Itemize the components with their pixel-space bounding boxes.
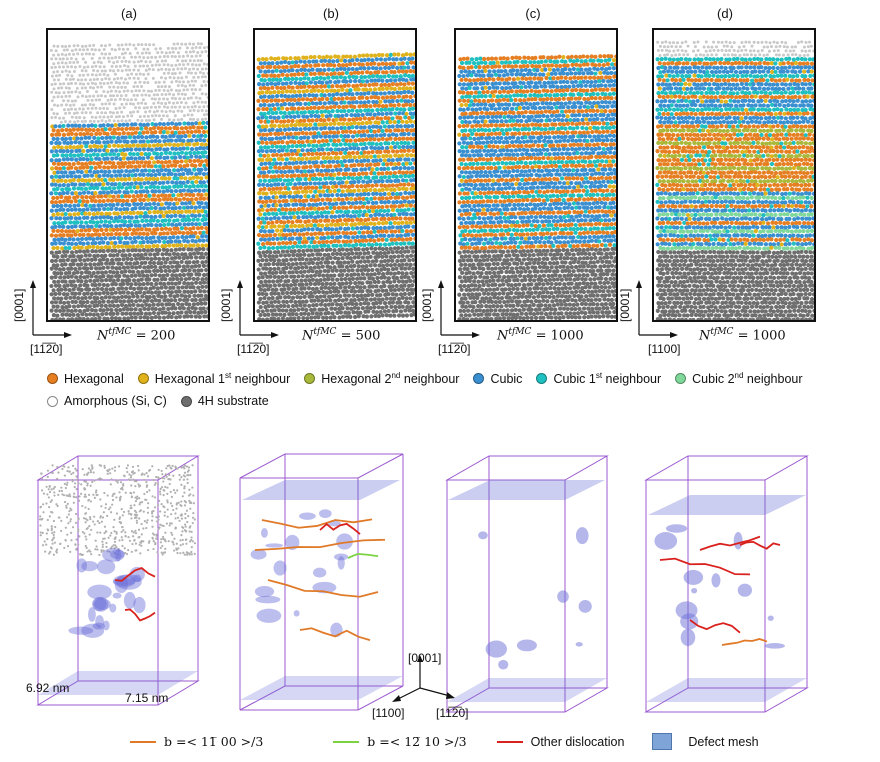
defect-mesh-swatch	[652, 733, 673, 750]
axis-label-vertical-a: [0001]	[12, 288, 26, 322]
sim-box-b	[253, 28, 417, 322]
legend-item: Hexagonal 1st neighbour	[137, 371, 291, 387]
atomistic-snapshot-a	[49, 42, 208, 320]
legend-item: Hexagonal	[47, 372, 124, 386]
axes-d	[636, 280, 678, 338]
legend-label: Amorphous (Si, C)	[64, 394, 167, 408]
legend-label: Cubic 1st neighbour	[553, 371, 662, 387]
legend-item: Cubic 2nd neighbour	[675, 371, 803, 387]
panel-label-c: (c)	[525, 6, 541, 21]
axis3d-label-left: [1100]	[372, 706, 405, 720]
atom-type-legend-row-1: Hexagonal Hexagonal 1st neighbour Hexagona…	[47, 371, 817, 386]
axis-label-vertical-b: [0001]	[219, 288, 233, 322]
legend-swatch	[473, 373, 485, 385]
ntf-label-b: NtfMC = 500	[302, 327, 381, 344]
axis-label-vertical-d: [0001]	[618, 288, 632, 322]
panel-label-a: (a)	[121, 6, 137, 21]
axis-triad-3d	[392, 655, 455, 702]
legend-swatch	[137, 373, 149, 385]
panel-label-b: (b)	[323, 6, 339, 21]
sim-box-c	[454, 28, 618, 322]
ntf-label-a: NtfMC = 200	[97, 327, 176, 344]
legend-label: Cubic	[490, 371, 523, 386]
axis-label-horizontal-c: [11̅2̅0]	[438, 342, 471, 356]
legend-swatch	[675, 373, 687, 385]
burgers-1100-swatch	[130, 740, 156, 743]
ntf-label-c: NtfMC = 1000	[497, 327, 584, 344]
atom-type-legend-row-2: Amorphous (Si, C) 4H substrate	[47, 394, 283, 408]
axes-c	[438, 280, 480, 338]
legend-label: Cubic 2nd neighbour	[692, 371, 803, 387]
axes-a	[30, 280, 72, 338]
axis3d-label-up: [0001]	[408, 651, 442, 665]
axis-label-vertical-c: [0001]	[420, 288, 434, 322]
legend-item: Amorphous (Si, C)	[47, 394, 167, 408]
legend-swatch	[180, 395, 192, 407]
axis-label-horizontal-d: [1100]	[648, 342, 681, 356]
burgers-1210-label: b =< 12̅ 10 >/3	[367, 734, 467, 749]
atomistic-snapshot-c	[457, 54, 616, 320]
axes-b	[237, 280, 279, 338]
box-width-label: 6.92 nm	[26, 681, 70, 695]
other-dislocation-label: Other dislocation	[530, 734, 625, 749]
legend-label: Hexagonal 2nd neighbour	[321, 371, 460, 387]
burgers-1100-label: b =< 11̅ 00 >/3	[164, 734, 264, 749]
burgers-1210-swatch	[333, 740, 360, 743]
panel-label-d: (d)	[717, 6, 733, 21]
legend-item: Hexagonal 2nd neighbour	[304, 371, 459, 386]
sim-box-a	[46, 28, 210, 322]
legend-item: Cubic	[473, 372, 522, 386]
defect-mesh-label: Defect mesh	[688, 734, 759, 749]
legend-swatch	[536, 373, 548, 385]
sim-box-d	[652, 28, 816, 322]
atomistic-snapshot-d	[655, 40, 814, 320]
legend-swatch	[304, 373, 316, 385]
legend-swatch	[47, 395, 58, 407]
legend-item: Cubic 1st neighbour	[536, 371, 661, 386]
axis-label-horizontal-b: [11̅2̅0]	[237, 342, 270, 356]
legend-swatch	[47, 373, 58, 385]
axis-label-horizontal-a: [11̅2̅0]	[30, 342, 63, 356]
ntf-label-d: NtfMC = 1000	[699, 327, 786, 344]
legend-item: 4H substrate	[180, 394, 269, 408]
legend-label: Hexagonal 1st neighbour	[154, 371, 291, 387]
legend-label: 4H substrate	[197, 394, 269, 408]
atomistic-snapshot-b	[256, 52, 415, 320]
other-dislocation-swatch	[496, 740, 523, 743]
dislocation-legend: b =< 11̅ 00 >/3 b =< 12̅ 10 >/3 Other di…	[130, 733, 759, 750]
axis3d-label-right: [11̅2̅0]	[436, 706, 469, 720]
defect-3d-views	[36, 453, 809, 713]
box-depth-label: 7.15 nm	[125, 691, 169, 705]
legend-label: Hexagonal	[64, 371, 124, 386]
